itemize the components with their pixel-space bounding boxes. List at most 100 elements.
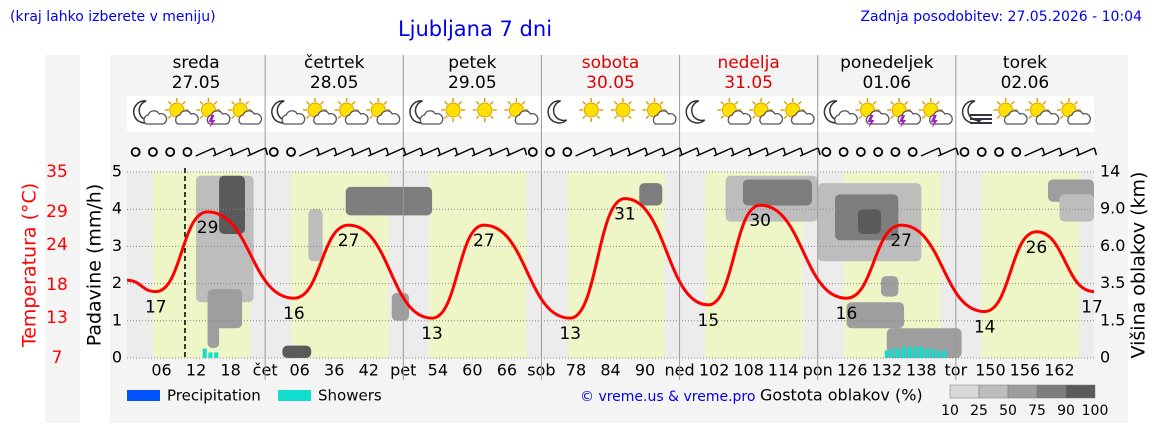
wind-barb-tick: [938, 147, 942, 156]
wind-calm: [855, 147, 866, 157]
day-date: 30.05: [586, 73, 635, 93]
cloud-cell: [207, 302, 220, 349]
sun-ray: [596, 100, 601, 105]
wind-barb: [920, 147, 940, 157]
cloud: [281, 110, 306, 125]
wind-barb-tick: [679, 147, 683, 156]
x-tick-label: 60: [462, 361, 482, 380]
sun-ray: [521, 100, 526, 105]
cloud: [790, 110, 815, 125]
sun-ray: [720, 115, 725, 120]
wind-calm: [130, 147, 141, 157]
cloud: [1035, 110, 1060, 125]
legend-label: Showers: [318, 387, 382, 405]
y2-tick-label: 1.5: [1100, 310, 1125, 329]
wind-calm: [873, 147, 884, 157]
wind-barb-tick: [782, 147, 787, 156]
wind-calm: [838, 147, 849, 157]
day-date: 01.06: [862, 73, 911, 93]
temperature-label: 13: [559, 324, 581, 344]
wind-barb: [799, 147, 819, 157]
sun-ray: [458, 115, 463, 120]
sun-ray: [305, 115, 310, 120]
legend-label: Precipitation: [167, 387, 261, 405]
legend-swatch: [278, 390, 311, 401]
x-tick-label: 132: [872, 361, 903, 380]
sun-ray: [167, 100, 172, 105]
precip-bar: [913, 346, 918, 358]
wind-calm: [821, 147, 832, 157]
updated: Zadnja posodobitev: 27.05.2026 - 10:04: [860, 9, 1142, 25]
day-name: četrtek: [304, 53, 365, 73]
cloud-cell: [345, 186, 433, 216]
x-tick-label: 84: [600, 361, 620, 380]
day-name: torek: [1003, 53, 1047, 73]
wind-barb: [713, 147, 733, 157]
cloud-cell: [639, 183, 663, 206]
cloud-cell: [881, 276, 899, 297]
wind-calm: [165, 147, 176, 157]
temperature-label: 14: [974, 318, 996, 338]
wind-barb: [350, 147, 370, 157]
sun-ray: [369, 100, 374, 105]
wind-calm: [527, 147, 538, 157]
wind-barb-tick: [1076, 147, 1080, 156]
wind-barb: [1024, 147, 1043, 157]
temperature-tick-label: 35: [46, 162, 68, 182]
wind-barb: [333, 147, 353, 157]
precip-bar: [202, 348, 207, 358]
wind-calm: [890, 147, 901, 157]
sun-ray: [507, 115, 512, 120]
day-date: 28.05: [310, 73, 359, 93]
sun: [583, 102, 599, 118]
chart-title: Ljubljana 7 dni: [398, 17, 552, 41]
temperature-label: 16: [283, 304, 305, 324]
cloud-cell: [742, 179, 812, 206]
sun-ray: [921, 115, 926, 120]
wind-barb: [644, 147, 663, 157]
x-tick-label: 114: [768, 361, 799, 380]
wind-barb-tick: [523, 147, 528, 156]
precip-bar: [890, 348, 895, 358]
sun-ray: [996, 115, 1001, 120]
wind-barb-tick: [472, 147, 476, 156]
wind-barb: [195, 147, 215, 157]
sun: [477, 102, 493, 118]
sun-ray: [628, 100, 632, 105]
wind-barb: [229, 147, 249, 157]
sun-ray: [890, 100, 895, 105]
cloud: [727, 110, 752, 125]
x-tick-label: 78: [566, 361, 586, 380]
x-tick-label: 150: [975, 361, 1006, 380]
sun-ray: [596, 115, 601, 120]
cloud-legend-label: 25: [970, 403, 988, 419]
y-tick-label: 1: [112, 310, 122, 329]
wind-barb: [575, 147, 594, 157]
day-name: nedelja: [717, 53, 779, 73]
wind-barb: [747, 147, 767, 157]
wind-barb-tick: [627, 147, 631, 156]
note: (kraj lahko izberete v meniju): [10, 9, 216, 25]
temperature-tick-label: 18: [46, 275, 68, 295]
temperature-label: 17: [1081, 298, 1103, 318]
sun-ray: [1028, 100, 1033, 105]
cloud-legend-swatch: [949, 384, 980, 399]
wind-barb-tick: [610, 147, 614, 156]
sun-ray: [921, 100, 926, 105]
wind-barb: [419, 147, 439, 157]
sun-ray: [752, 115, 756, 120]
temperature-tick-label: 24: [46, 235, 68, 255]
sun-ray: [337, 115, 342, 120]
lightning: [208, 115, 216, 128]
sun-ray: [1042, 100, 1047, 105]
cloud-legend-title: Gostota oblakov (%): [760, 386, 923, 405]
wind-calm: [562, 147, 573, 157]
day-name: petek: [448, 53, 496, 73]
wind-barb-tick: [506, 147, 510, 156]
sun-ray: [582, 115, 587, 120]
lightning: [867, 115, 875, 128]
sun-ray: [337, 100, 342, 105]
day-date: 02.06: [1001, 73, 1050, 93]
lightning: [899, 115, 907, 128]
cloud-legend-label: 50: [999, 403, 1017, 419]
